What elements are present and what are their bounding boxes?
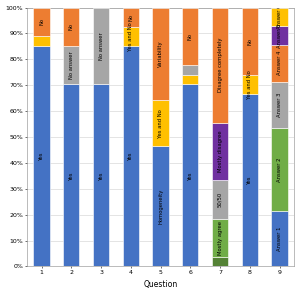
Bar xyxy=(93,8,109,84)
Bar xyxy=(242,94,258,266)
Text: No: No xyxy=(188,33,193,40)
Bar xyxy=(212,219,228,257)
Bar xyxy=(272,45,288,82)
Text: Answer 1: Answer 1 xyxy=(277,227,282,251)
Bar xyxy=(63,8,80,46)
Text: Answer 4: Answer 4 xyxy=(277,51,282,75)
Bar xyxy=(272,128,288,211)
Bar xyxy=(33,46,50,266)
Text: Answer 3: Answer 3 xyxy=(277,93,282,117)
Text: Homogeneity: Homogeneity xyxy=(158,189,163,224)
Text: No: No xyxy=(128,14,133,21)
Text: Variability: Variability xyxy=(158,40,163,67)
Text: No: No xyxy=(69,23,74,30)
Text: No answer: No answer xyxy=(69,51,74,79)
Text: No: No xyxy=(39,18,44,25)
Bar xyxy=(212,180,228,219)
Bar xyxy=(272,82,288,128)
Bar xyxy=(272,8,288,26)
Bar xyxy=(123,8,139,27)
Text: Yes: Yes xyxy=(188,171,193,180)
Text: Yes and No: Yes and No xyxy=(158,109,163,137)
Bar xyxy=(152,146,169,266)
Text: No answer: No answer xyxy=(98,32,104,60)
Text: Yes: Yes xyxy=(69,171,74,180)
Bar xyxy=(242,8,258,75)
Bar xyxy=(272,211,288,266)
Bar xyxy=(212,8,228,123)
Bar xyxy=(123,27,139,46)
Bar xyxy=(152,8,169,100)
Bar xyxy=(212,123,228,180)
Bar xyxy=(242,75,258,94)
Text: Answer 6: Answer 6 xyxy=(277,5,282,29)
Bar xyxy=(123,46,139,266)
Text: Yes and No: Yes and No xyxy=(247,70,252,99)
Bar xyxy=(93,84,109,266)
Bar xyxy=(33,36,50,46)
Text: Mostly agree: Mostly agree xyxy=(218,221,223,255)
Bar xyxy=(33,8,50,36)
Bar xyxy=(212,257,228,266)
Text: Yes and No: Yes and No xyxy=(128,22,133,51)
Text: Yes: Yes xyxy=(247,176,252,184)
Bar xyxy=(63,46,80,84)
X-axis label: Question: Question xyxy=(143,281,178,289)
Bar xyxy=(152,100,169,146)
Bar xyxy=(182,75,199,84)
Text: Answer 5: Answer 5 xyxy=(277,23,282,47)
Bar xyxy=(182,65,199,75)
Text: Yes: Yes xyxy=(98,171,104,180)
Bar xyxy=(182,8,199,65)
Text: Answer 2: Answer 2 xyxy=(277,157,282,182)
Text: 50/50: 50/50 xyxy=(218,192,223,207)
Text: Yes: Yes xyxy=(128,152,133,160)
Text: No: No xyxy=(247,37,252,45)
Text: Yes: Yes xyxy=(39,152,44,160)
Bar xyxy=(63,84,80,266)
Bar xyxy=(182,84,199,266)
Bar xyxy=(272,26,288,45)
Text: Disagree completely: Disagree completely xyxy=(218,38,223,92)
Text: Mostly disagree: Mostly disagree xyxy=(218,131,223,172)
